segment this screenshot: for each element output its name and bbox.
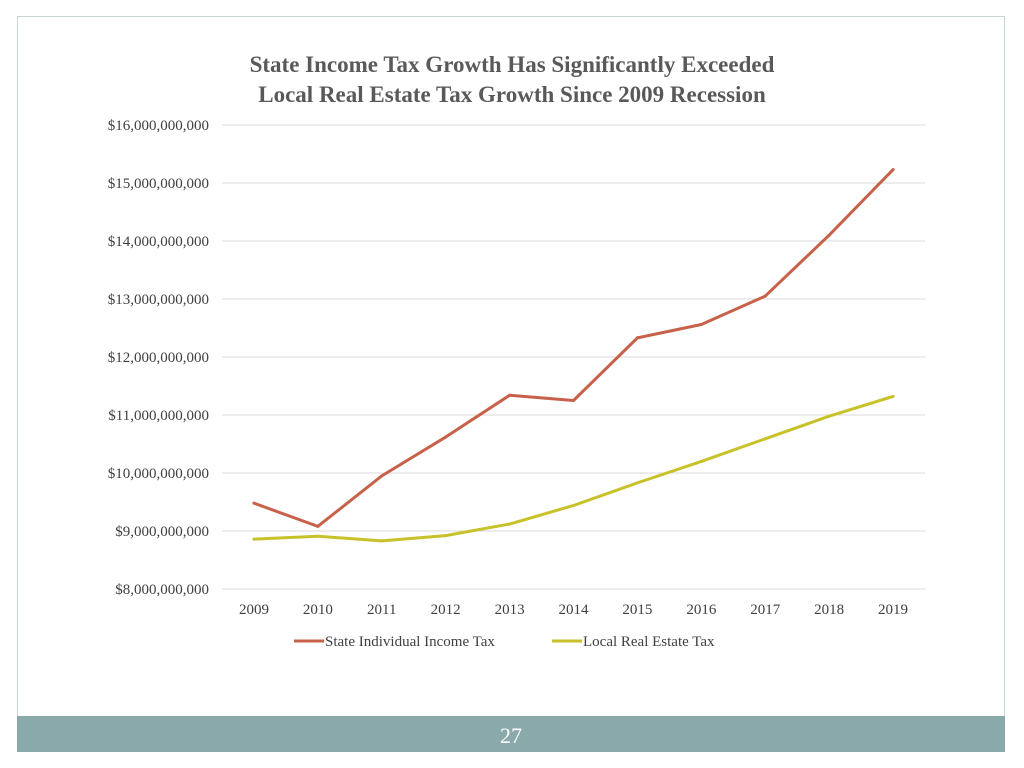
data-point bbox=[252, 501, 256, 505]
data-point bbox=[380, 474, 384, 478]
data-point bbox=[891, 168, 895, 172]
series-segment bbox=[380, 435, 448, 478]
footer-bar: 27 bbox=[17, 716, 1005, 752]
series-segment bbox=[444, 522, 512, 538]
series-segment bbox=[572, 481, 639, 507]
series-lines bbox=[252, 168, 895, 543]
series-segment bbox=[699, 294, 767, 327]
data-point bbox=[763, 437, 767, 441]
series-segment bbox=[508, 393, 575, 402]
data-point bbox=[444, 435, 448, 439]
data-point bbox=[827, 233, 831, 237]
x-axis-tick-labels: 2009 2010 2011 2012 2013 2014 2015 2016 2017 2018… bbox=[239, 602, 908, 618]
series-segment bbox=[316, 534, 384, 543]
y-tick-label: $13,000,000,000 bbox=[108, 292, 209, 308]
data-point bbox=[252, 537, 256, 541]
series-local-real-estate-tax bbox=[252, 394, 895, 543]
data-point bbox=[635, 481, 639, 485]
chart-title: State Income Tax Growth Has Significantl… bbox=[250, 52, 775, 107]
legend-label: State Individual Income Tax bbox=[325, 634, 495, 650]
y-tick-label: $14,000,000,000 bbox=[108, 234, 209, 250]
x-tick-label: 2012 bbox=[431, 602, 461, 618]
x-tick-label: 2015 bbox=[622, 602, 652, 618]
data-point bbox=[508, 522, 512, 526]
y-axis-tick-labels: $16,000,000,000 $15,000,000,000 $14,000,00… bbox=[108, 118, 209, 598]
x-tick-label: 2014 bbox=[559, 602, 590, 618]
data-point bbox=[380, 539, 384, 543]
data-point bbox=[827, 414, 831, 418]
series-segment bbox=[763, 414, 831, 441]
legend-label: Local Real Estate Tax bbox=[583, 634, 715, 650]
x-tick-label: 2013 bbox=[495, 602, 525, 618]
series-segment bbox=[827, 168, 895, 237]
data-point bbox=[444, 534, 448, 538]
series-segment bbox=[699, 437, 767, 463]
data-point bbox=[508, 393, 512, 397]
data-point bbox=[891, 394, 895, 398]
line-chart: State Income Tax Growth Has Significantl… bbox=[108, 52, 925, 650]
series-segment bbox=[252, 501, 320, 528]
series-segment bbox=[572, 336, 639, 402]
y-tick-label: $10,000,000,000 bbox=[108, 466, 209, 482]
data-point bbox=[572, 399, 575, 402]
series-segment bbox=[635, 323, 703, 340]
series-segment bbox=[635, 459, 703, 485]
data-point bbox=[316, 524, 320, 528]
chart-title-line: State Income Tax Growth Has Significantl… bbox=[250, 52, 775, 77]
data-point bbox=[316, 534, 320, 538]
series-segment bbox=[508, 503, 575, 526]
page-number: 27 bbox=[500, 723, 522, 748]
data-point bbox=[635, 336, 639, 340]
chart-title-line: Local Real Estate Tax Growth Since 2009 … bbox=[258, 82, 766, 107]
x-tick-label: 2018 bbox=[814, 602, 844, 618]
y-tick-label: $11,000,000,000 bbox=[108, 408, 209, 424]
series-segment bbox=[380, 534, 448, 543]
y-tick-label: $16,000,000,000 bbox=[108, 118, 209, 134]
data-point bbox=[699, 459, 703, 463]
slide-frame bbox=[17, 16, 1005, 752]
y-tick-label: $15,000,000,000 bbox=[108, 176, 209, 192]
y-tick-label: $8,000,000,000 bbox=[115, 582, 209, 598]
series-segment bbox=[763, 233, 831, 298]
x-tick-label: 2017 bbox=[750, 602, 781, 618]
series-state-individual-income-tax bbox=[252, 168, 895, 528]
y-tick-label: $9,000,000,000 bbox=[115, 524, 209, 540]
data-point bbox=[572, 503, 575, 507]
gridlines bbox=[222, 124, 925, 590]
data-point bbox=[699, 323, 703, 327]
x-tick-label: 2019 bbox=[878, 602, 908, 618]
data-point bbox=[763, 294, 767, 298]
legend: State Individual Income Tax Local Real Es… bbox=[294, 634, 715, 650]
series-segment bbox=[827, 394, 895, 418]
x-tick-label: 2010 bbox=[303, 602, 333, 618]
series-segment bbox=[252, 534, 320, 541]
series-segment bbox=[316, 474, 384, 528]
x-tick-label: 2009 bbox=[239, 602, 269, 618]
x-tick-label: 2011 bbox=[367, 602, 396, 618]
series-segment bbox=[444, 393, 512, 439]
y-tick-label: $12,000,000,000 bbox=[108, 350, 209, 366]
x-tick-label: 2016 bbox=[686, 602, 717, 618]
